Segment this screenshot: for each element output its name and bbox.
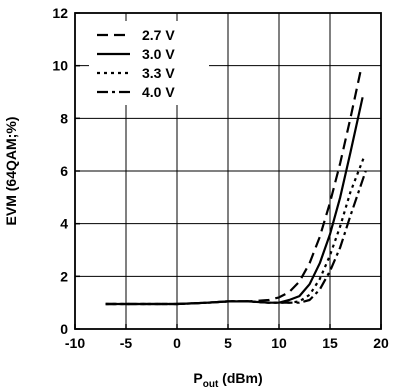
legend-label: 4.0 V xyxy=(142,84,175,100)
series-line-4-0-v xyxy=(105,170,367,306)
y-tick-label: 0 xyxy=(60,321,68,337)
legend-label: 3.0 V xyxy=(142,46,175,62)
x-tick-label: 20 xyxy=(373,335,389,351)
x-tick-label: -5 xyxy=(120,335,133,351)
y-tick-label: 12 xyxy=(52,5,68,21)
y-tick-labels: 0 2 4 6 8 10 12 xyxy=(52,5,68,337)
x-tick-label: 0 xyxy=(173,335,181,351)
x-tick-labels: -10 -5 0 5 10 15 20 xyxy=(65,335,389,351)
series-line-3-3-v xyxy=(105,157,365,306)
x-tick-label: 10 xyxy=(271,335,287,351)
series-line-3-0-v xyxy=(105,97,364,306)
y-tick-label: 2 xyxy=(60,268,68,284)
legend-background xyxy=(89,21,209,105)
axis-ticks xyxy=(74,12,382,330)
y-tick-label: 6 xyxy=(60,163,68,179)
x-axis-title-unit: (dBm) xyxy=(218,370,262,386)
series-line-2-7-v xyxy=(105,70,362,306)
y-tick-label: 4 xyxy=(60,216,68,232)
x-tick-label: 5 xyxy=(224,335,232,351)
y-tick-label: 10 xyxy=(52,58,68,74)
y-tick-label: 8 xyxy=(60,110,68,126)
series-group xyxy=(105,70,367,306)
legend-label: 2.7 V xyxy=(142,27,175,43)
x-axis-title-subscript: out xyxy=(203,379,219,390)
x-tick-label: -10 xyxy=(65,335,85,351)
x-tick-label: 15 xyxy=(322,335,338,351)
y-axis-title: EVM (64QAM;%) xyxy=(3,117,19,226)
legend: 2.7 V 3.0 V 3.3 V 4.0 V xyxy=(89,21,209,105)
legend-label: 3.3 V xyxy=(142,65,175,81)
x-axis-title: Pout (dBm) xyxy=(193,370,262,390)
x-axis-title-main: P xyxy=(193,370,202,386)
